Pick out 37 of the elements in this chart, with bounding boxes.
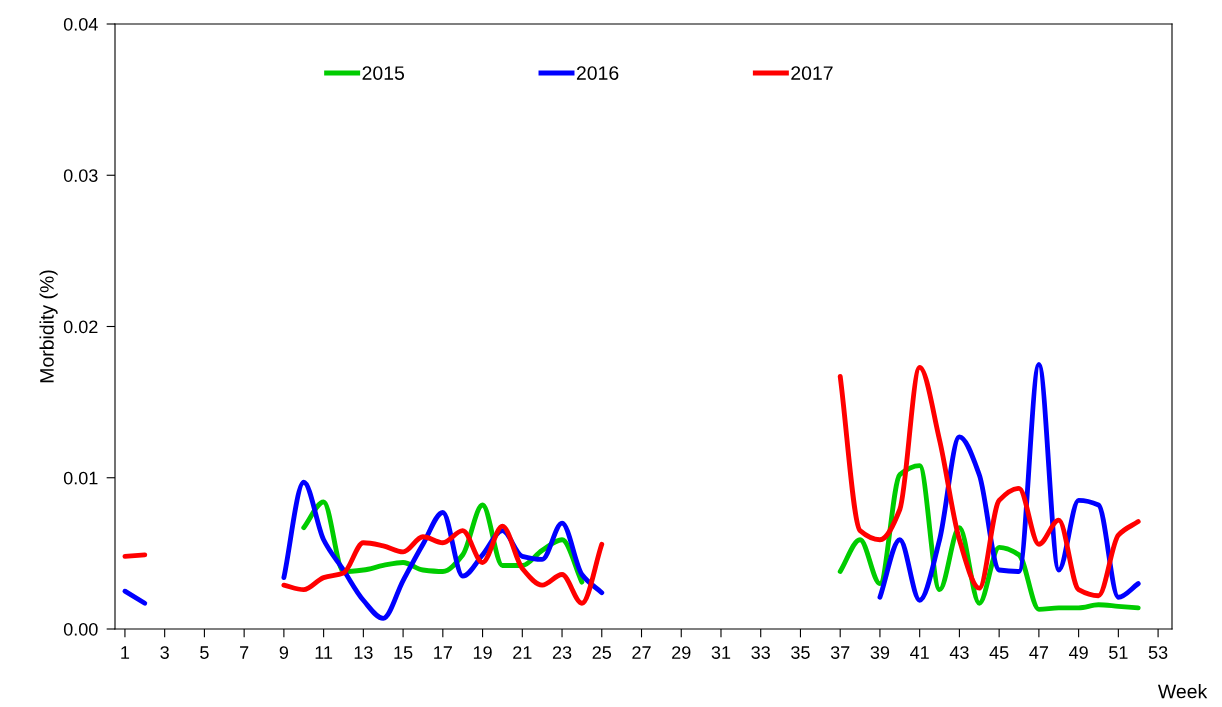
y-axis-title: Morbidity (%): [39, 270, 58, 383]
x-tick-label: 35: [791, 646, 810, 659]
x-tick-label: 23: [552, 646, 572, 659]
x-tick-label: 37: [830, 646, 850, 659]
x-tick-label: 31: [711, 646, 731, 659]
x-tick-label: 19: [473, 646, 492, 659]
x-tick-label: 21: [513, 646, 532, 659]
x-tick-label: 47: [1029, 646, 1049, 659]
y-tick-label: 0.03: [63, 169, 98, 182]
x-tick-label: 33: [751, 646, 770, 659]
x-tick-label: 25: [592, 646, 612, 659]
x-tick-label: 17: [434, 646, 452, 659]
legend-label: 2017: [791, 66, 833, 80]
legend-label: 2016: [576, 66, 619, 80]
x-tick-label: 11: [315, 646, 333, 659]
y-tick-label: 0.00: [63, 622, 98, 636]
y-tick-label: 0.02: [63, 320, 98, 334]
y-tick-label: 0.01: [63, 471, 98, 485]
x-tick-label: 1: [121, 646, 130, 659]
x-axis-title: Week: [1157, 684, 1208, 699]
x-tick-label: 53: [1148, 646, 1168, 659]
legend-label: 2015: [362, 66, 405, 80]
x-tick-label: 51: [1109, 646, 1128, 659]
x-tick-label: 49: [1068, 646, 1088, 659]
x-tick-label: 27: [632, 646, 651, 659]
x-tick-label: 13: [354, 646, 373, 659]
x-tick-label: 29: [672, 646, 691, 659]
x-tick-label: 45: [989, 646, 1009, 659]
x-tick-label: 43: [949, 646, 969, 659]
x-tick-label: 9: [279, 646, 289, 659]
x-tick-label: 39: [870, 646, 890, 659]
y-tick-label: 0.04: [63, 17, 98, 31]
x-tick-label: 3: [160, 646, 169, 659]
x-tick-label: 5: [200, 646, 209, 659]
x-tick-label: 7: [240, 646, 249, 659]
x-tick-label: 15: [394, 646, 413, 659]
x-tick-label: 41: [910, 646, 929, 659]
